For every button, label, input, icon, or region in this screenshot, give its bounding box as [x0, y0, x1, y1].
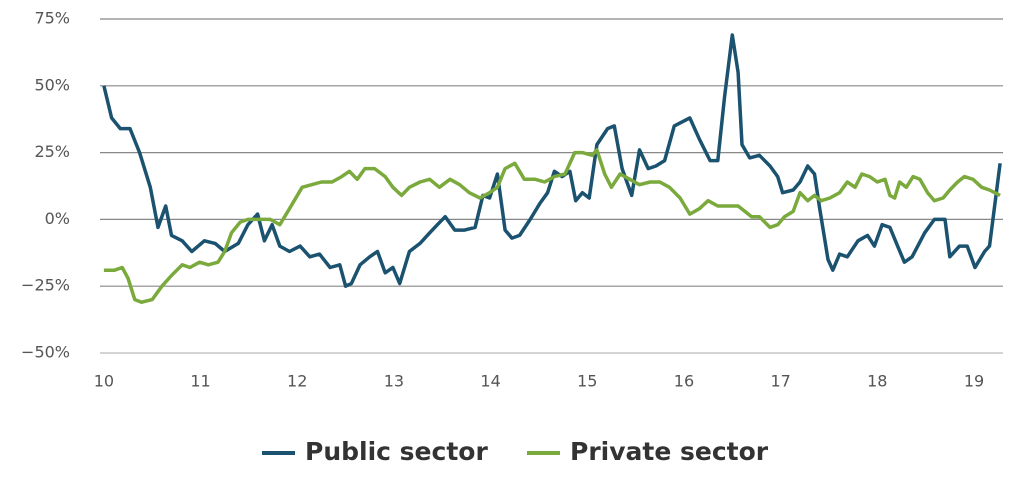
x-tick-label: 18: [867, 372, 887, 391]
x-tick-label: 12: [287, 372, 307, 391]
y-tick-label: 0%: [45, 209, 70, 228]
series-line: [103, 148, 1001, 304]
y-tick-label: 75%: [34, 9, 70, 28]
x-tick-label: 16: [674, 372, 694, 391]
legend-label: Public sector: [305, 437, 488, 466]
series-line: [102, 33, 1002, 288]
legend-label: Private sector: [570, 437, 769, 466]
x-tick-label: 11: [190, 372, 210, 391]
y-tick-label: 25%: [34, 142, 70, 161]
x-tick-label: 10: [94, 372, 114, 391]
y-tick-label: −50%: [21, 343, 70, 362]
y-tick-label: −25%: [21, 276, 70, 295]
x-tick-label: 14: [480, 372, 500, 391]
x-tick-label: 17: [770, 372, 790, 391]
x-tick-label: 15: [577, 372, 597, 391]
x-tick-label: 19: [964, 372, 984, 391]
x-tick-label: 13: [384, 372, 404, 391]
y-tick-label: 50%: [34, 75, 70, 94]
